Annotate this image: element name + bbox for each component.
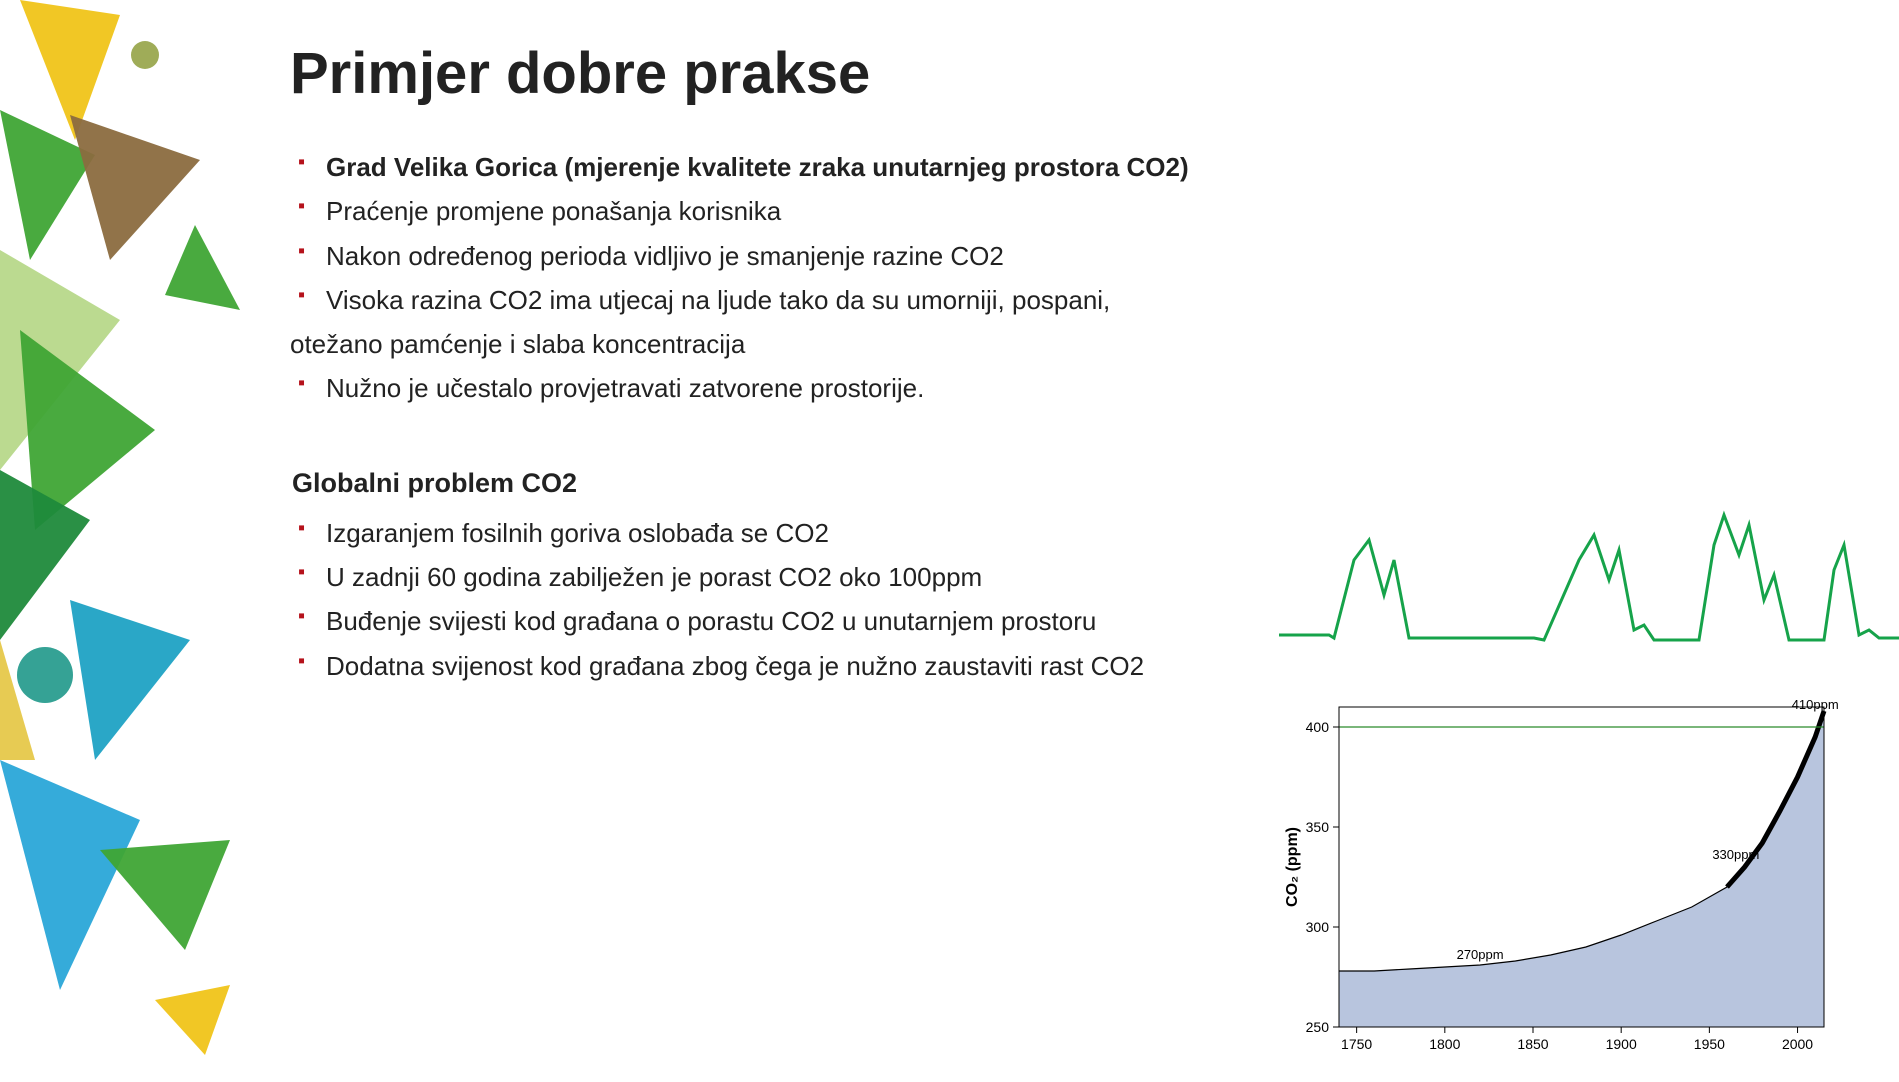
list-item: Dodatna svijenost kod građana zbog čega … — [290, 646, 1390, 686]
co2-chart: 250 300 350 400 1750 1800 1850 1900 1950 2000 CO₂ … — [1279, 697, 1839, 1077]
left-decoration — [0, 0, 260, 1077]
list-item: Praćenje promjene ponašanja korisnika — [290, 191, 1390, 231]
slide-title: Primjer dobre prakse — [290, 40, 1390, 107]
wrapped-line: otežano pamćenje i slaba koncentracija — [290, 324, 1390, 364]
svg-text:300: 300 — [1306, 919, 1330, 935]
svg-text:350: 350 — [1306, 819, 1330, 835]
bullet-list-1: Grad Velika Gorica (mjerenje kvalitete z… — [290, 147, 1390, 320]
slide-content: Primjer dobre prakse Grad Velika Gorica … — [290, 40, 1390, 690]
svg-text:CO₂ (ppm): CO₂ (ppm) — [1284, 827, 1301, 907]
list-item: Visoka razina CO2 ima utjecaj na ljude t… — [290, 280, 1390, 320]
bullet-list-2: Izgaranjem fosilnih goriva oslobađa se C… — [290, 513, 1390, 686]
svg-text:270ppm: 270ppm — [1457, 947, 1504, 962]
svg-text:1850: 1850 — [1517, 1036, 1548, 1052]
svg-text:330ppm: 330ppm — [1712, 847, 1759, 862]
svg-text:1900: 1900 — [1606, 1036, 1637, 1052]
list-item: Izgaranjem fosilnih goriva oslobađa se C… — [290, 513, 1390, 553]
svg-text:410ppm: 410ppm — [1792, 697, 1839, 712]
list-item: Buđenje svijesti kod građana o porastu C… — [290, 601, 1390, 641]
list-item: Nužno je učestalo provjetravati zatvoren… — [290, 368, 1390, 408]
section-2-heading: Globalni problem CO2 — [290, 468, 1390, 499]
svg-text:250: 250 — [1306, 1019, 1330, 1035]
list-item: Grad Velika Gorica (mjerenje kvalitete z… — [290, 147, 1390, 187]
svg-text:1800: 1800 — [1429, 1036, 1460, 1052]
list-item: Nakon određenog perioda vidljivo je sman… — [290, 236, 1390, 276]
svg-text:1750: 1750 — [1341, 1036, 1372, 1052]
bullet-list-1b: Nužno je učestalo provjetravati zatvoren… — [290, 368, 1390, 408]
svg-text:400: 400 — [1306, 719, 1330, 735]
svg-text:1950: 1950 — [1694, 1036, 1725, 1052]
list-item: U zadnji 60 godina zabilježen je porast … — [290, 557, 1390, 597]
svg-text:2000: 2000 — [1782, 1036, 1813, 1052]
